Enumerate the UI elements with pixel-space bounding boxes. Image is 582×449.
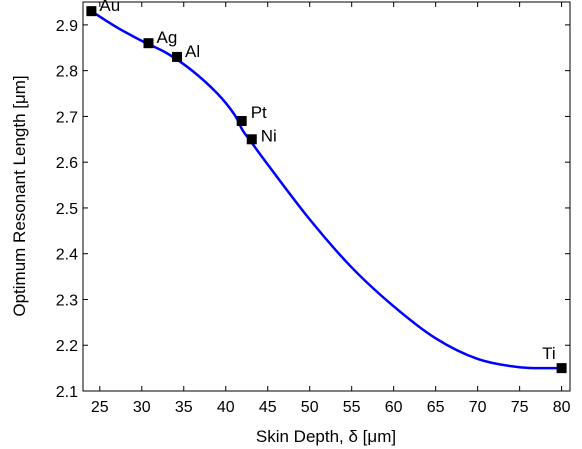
ticks <box>83 2 570 392</box>
data-markers <box>86 6 567 374</box>
marker-ag <box>143 38 154 49</box>
marker-ti <box>556 363 567 374</box>
y-tick-label: 2.6 <box>56 155 78 172</box>
y-tick-label: 2.3 <box>56 292 78 309</box>
y-tick-label: 2.1 <box>56 384 78 401</box>
y-tick-labels: 2.1 2.2 2.3 2.4 2.5 2.6 2.7 2.8 2.9 <box>56 18 78 401</box>
label-pt: Pt <box>251 103 267 122</box>
x-tick-label: 65 <box>427 399 445 416</box>
marker-au <box>86 6 97 17</box>
label-au: Au <box>99 0 120 15</box>
x-axis-title: Skin Depth, δ [μm] <box>256 427 396 446</box>
x-tick-label: 40 <box>217 399 235 416</box>
x-tick-label: 25 <box>91 399 109 416</box>
x-tick-label: 45 <box>259 399 277 416</box>
label-al: Al <box>185 42 200 61</box>
y-tick-label: 2.9 <box>56 18 78 35</box>
y-tick-label: 2.2 <box>56 338 78 355</box>
label-ti: Ti <box>542 344 556 363</box>
label-ag: Ag <box>156 28 177 47</box>
x-tick-label: 30 <box>133 399 151 416</box>
y-tick-label: 2.4 <box>56 247 78 264</box>
y-tick-label: 2.5 <box>56 201 78 218</box>
y-tick-label: 2.8 <box>56 64 78 81</box>
point-labels: Au Ag Al Pt Ni Ti <box>99 0 555 363</box>
x-tick-label: 60 <box>385 399 403 416</box>
x-tick-label: 80 <box>553 399 571 416</box>
marker-ni <box>246 134 257 145</box>
plot-area <box>82 1 571 392</box>
x-tick-label: 35 <box>175 399 193 416</box>
y-tick-label: 2.7 <box>56 109 78 126</box>
x-tick-label: 50 <box>301 399 319 416</box>
x-tick-label: 70 <box>469 399 487 416</box>
x-tick-label: 75 <box>511 399 529 416</box>
marker-pt <box>236 115 247 126</box>
x-tick-label: 55 <box>343 399 361 416</box>
y-axis-title: Optimum Resonant Length [μm] <box>10 75 29 316</box>
marker-al <box>172 51 183 62</box>
x-tick-labels: 25 30 35 40 45 50 55 60 65 70 75 80 <box>91 399 571 416</box>
label-ni: Ni <box>261 126 277 145</box>
